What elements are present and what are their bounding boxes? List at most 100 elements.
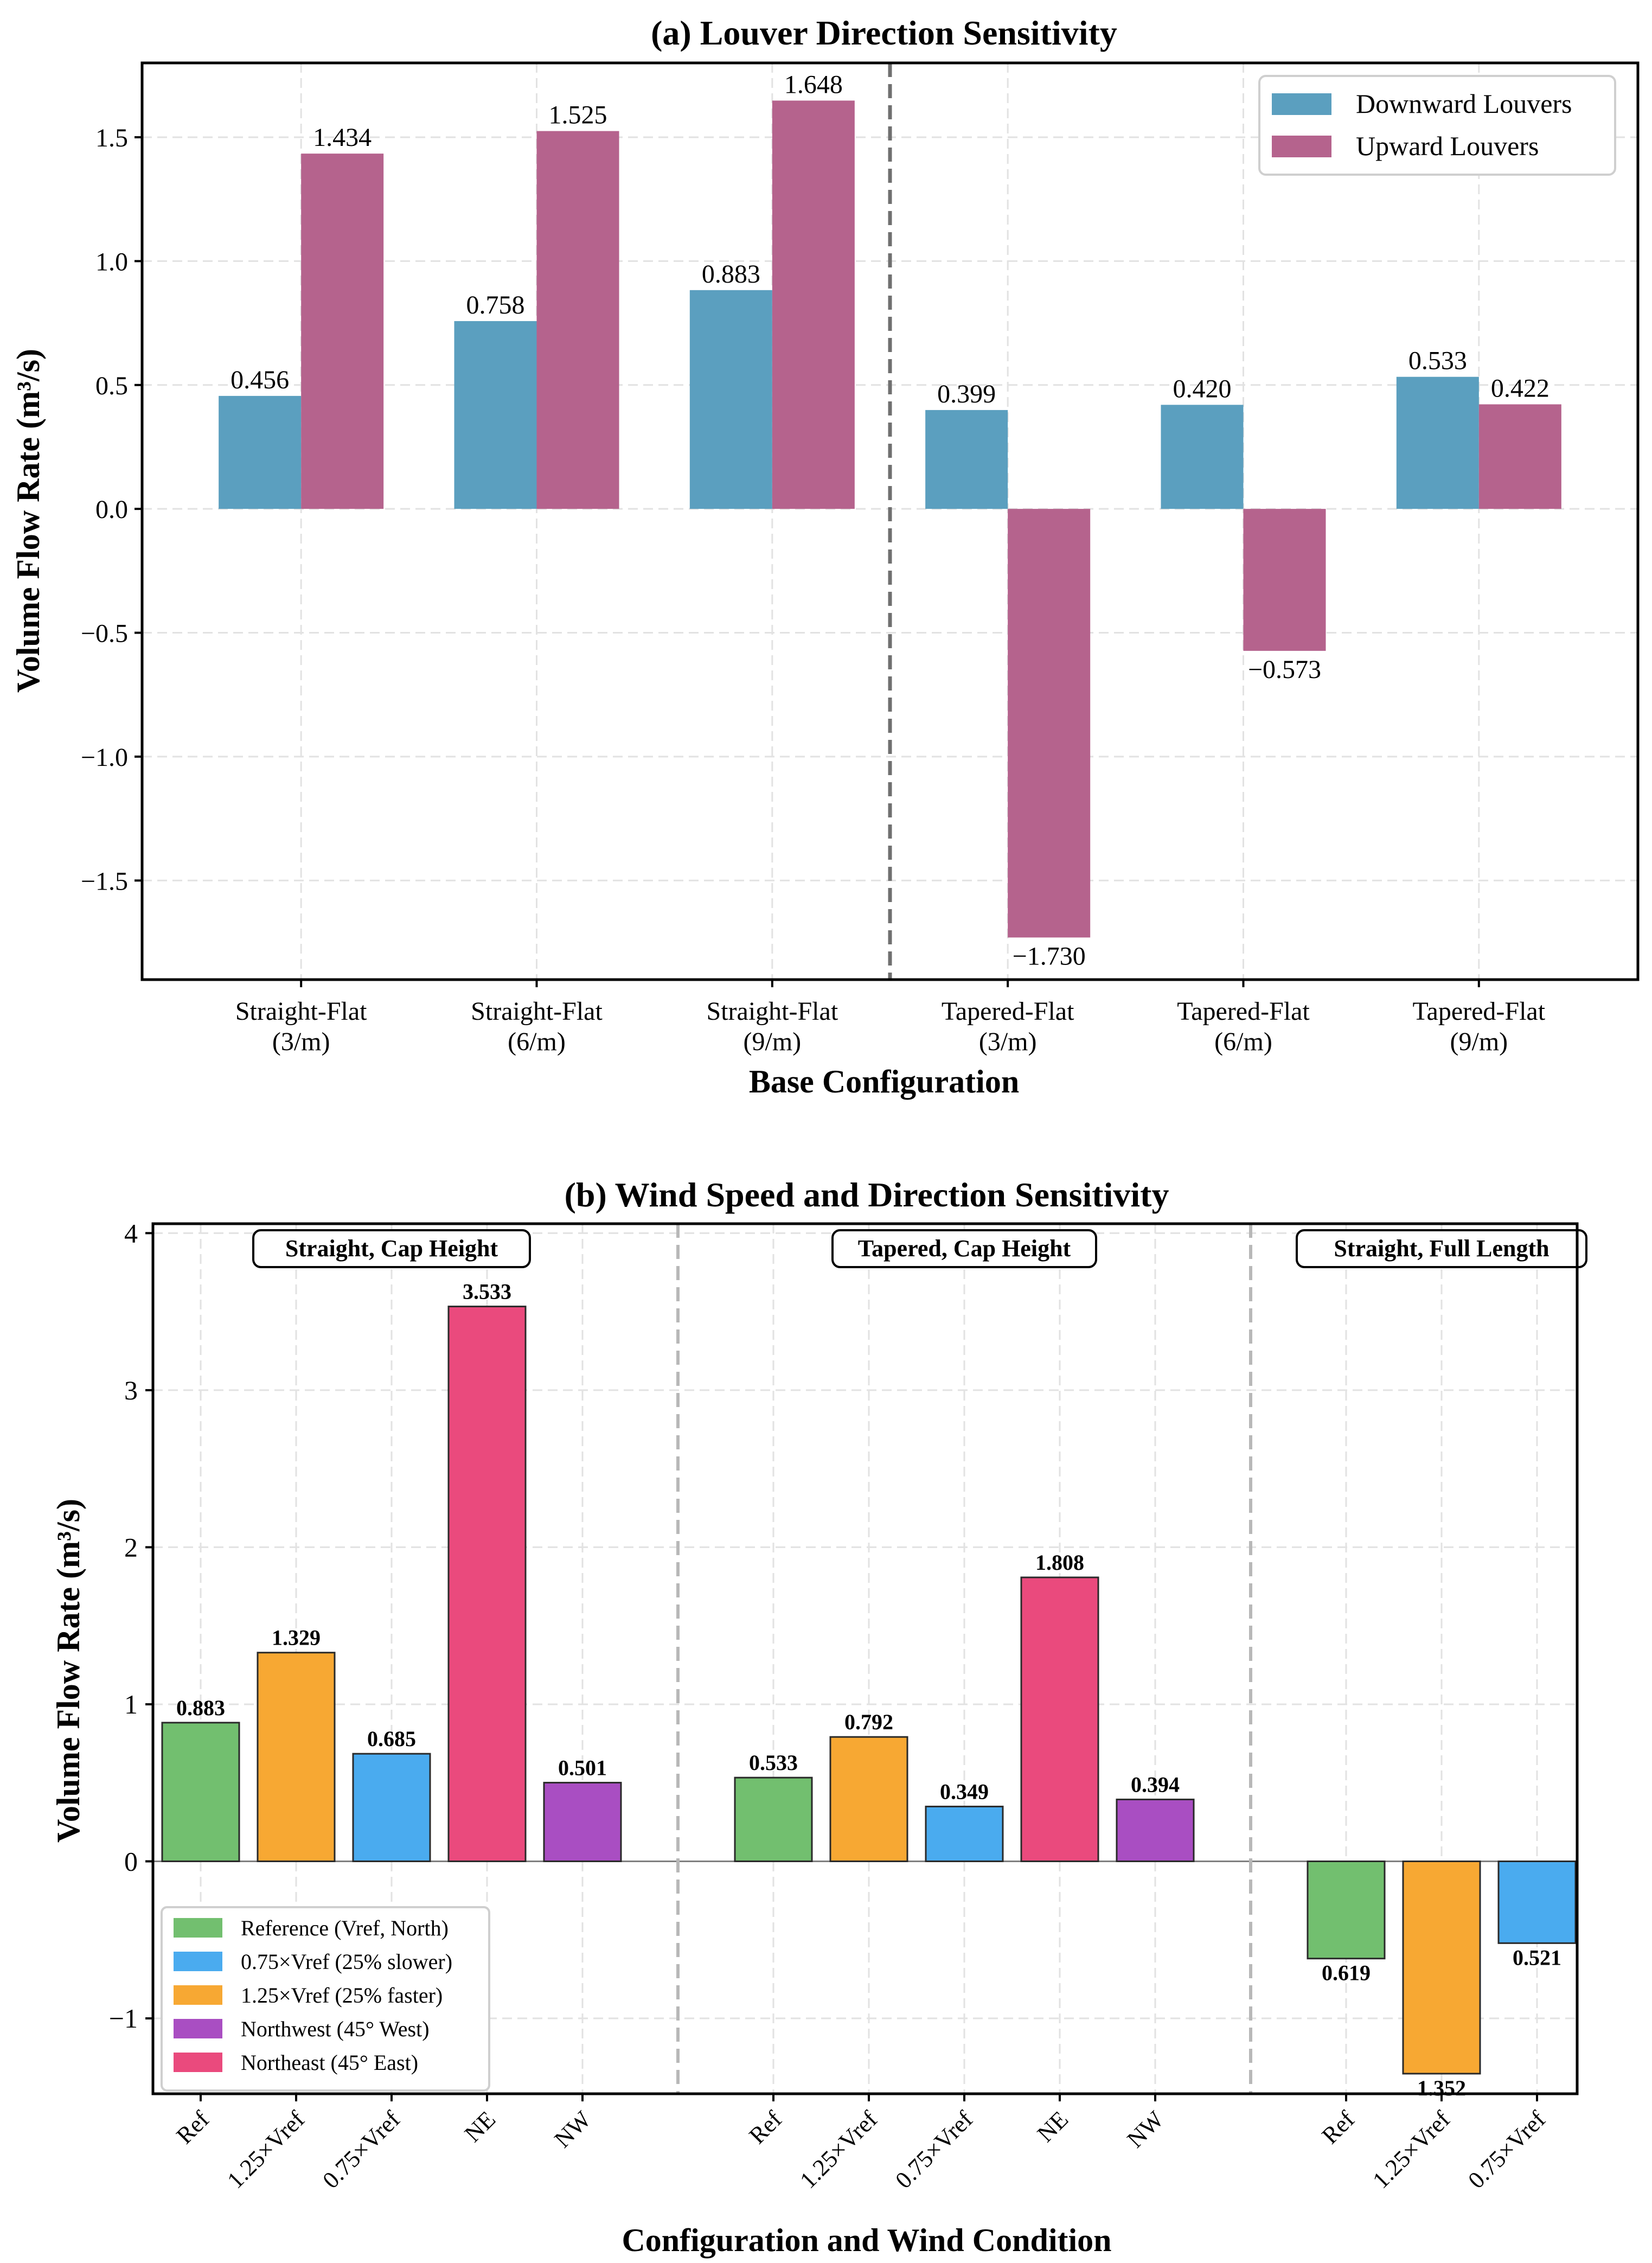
data-label: 0.394 [1131,1772,1180,1797]
data-label: 1.648 [784,70,843,99]
chart-a-x-ticks: Straight-Flat(3/m)Straight-Flat(6/m)Stra… [235,980,1546,1056]
data-label: 1.808 [1035,1550,1084,1575]
chart-b-legend: Reference (Vref, North) 0.75×Vref (25% sl… [161,1906,490,2092]
bar-downward [689,290,772,509]
bar-0.75×Vref [925,1805,1004,1862]
data-label: 0.883 [702,260,760,289]
x-tick-label: (6/m) [1214,1027,1272,1056]
data-label: 1.434 [313,123,372,152]
chart-b: (b) Wind Speed and Direction Sensitivity… [50,1175,1587,2258]
chart-b-frame [151,1222,1579,2095]
group-label-box [831,1229,1097,1268]
bar-downward [1161,405,1244,509]
y-tick-label: 0 [124,1846,138,1876]
legend-swatch-upward [1272,136,1331,157]
bar-NW [1116,1798,1195,1862]
x-tick-label: Straight-Flat [235,997,367,1026]
bar-downward [925,410,1008,509]
chart-a-legend-box [1258,75,1616,176]
chart-a-bars [219,100,1561,938]
x-tick-label: Tapered-Flat [1177,997,1310,1026]
chart-b-group-labels: Straight, Cap Height Tapered, Cap Height S… [252,1229,1587,1268]
chart-a-data-labels: 0.456 0.758 0.883 0.399 0.420 0.533 1.434 1.525… [230,70,1549,970]
legend-label: 0.75×Vref (25% slower) [241,1949,452,1974]
data-label: 1.329 [272,1626,321,1650]
data-label: 3.533 [463,1280,511,1304]
data-label: 0.422 [1491,374,1549,402]
bar-1.25×Vref [1402,1860,1481,2075]
chart-b-data-labels: 0.883 1.329 0.685 3.533 0.501 0.533 0.792 0.349… [176,1280,1561,2100]
data-label: 0.883 [176,1696,225,1720]
bar-upward [772,100,855,509]
group-label: Straight, Cap Height [285,1235,498,1262]
x-tick-label: (3/m) [272,1027,330,1056]
y-tick-label: 2 [124,1532,138,1562]
chart-a-frame [140,61,1640,981]
data-label: 0.501 [558,1755,607,1780]
group-label-box [252,1229,531,1268]
chart-b-y-label: Volume Flow Rate (m³/s) [50,1499,86,1843]
data-label: 0.349 [940,1779,989,1804]
chart-a: (a) Louver Direction Sensitivity 0.4560.… [10,14,1640,1099]
bar-upward [1243,509,1326,651]
bar-downward [454,321,537,509]
y-tick-label: 4 [124,1218,138,1248]
legend-label-upward: Upward Louvers [1356,131,1539,161]
chart-b-y-ticks: −1 0 1 2 3 4 [109,1218,153,2034]
chart-b-legend-box [161,1906,490,2092]
chart-a-legend: Downward Louvers Upward Louvers [1258,75,1616,176]
group-label-box [1296,1229,1587,1268]
bar-0.75×Vref [352,1753,431,1862]
bar-Ref [734,1776,813,1862]
bar-1.25×Vref [257,1652,336,1862]
bar-upward [301,154,384,509]
y-tick-label: −1.5 [81,867,128,896]
chart-b-dividers [676,1224,1252,2094]
legend-label-downward: Downward Louvers [1356,88,1572,119]
chart-b-title: (b) Wind Speed and Direction Sensitivity [565,1175,1169,1214]
bar-NE [447,1306,527,1862]
x-tick-label: (9/m) [744,1027,802,1056]
y-tick-label: 1 [124,1689,138,1719]
y-tick-label: 3 [124,1375,138,1405]
bar-downward [1396,376,1479,509]
x-tick-label: (9/m) [1450,1027,1508,1056]
data-label: 0.758 [466,291,524,319]
y-tick-label: 1.5 [95,124,128,152]
legend-swatch [174,1918,222,1938]
data-label: 0.685 [367,1727,416,1751]
bar-1.25×Vref [829,1736,908,1862]
chart-b-x-label: Configuration and Wind Condition [622,2222,1111,2258]
chart-a-y-label: Volume Flow Rate (m³/s) [10,349,46,693]
legend-label: Reference (Vref, North) [241,1916,449,1940]
y-tick-label: 0.5 [95,372,128,400]
group-label: Tapered, Cap Height [858,1235,1071,1262]
x-tick-label: Straight-Flat [471,997,603,1026]
y-tick-label: −0.5 [81,619,128,648]
bar-Ref [1307,1860,1386,1960]
data-label: 0.420 [1173,374,1231,403]
bar-upward [1478,404,1561,509]
bar-0.75×Vref [1497,1860,1577,1944]
chart-a-x-label: Base Configuration [749,1064,1019,1099]
data-label: 0.533 [749,1750,798,1775]
legend-label: 1.25×Vref (25% faster) [241,1983,443,2008]
chart-a-title: (a) Louver Direction Sensitivity [651,14,1117,52]
legend-label: Northwest (45° West) [241,2017,430,2041]
y-tick-label: 0.0 [95,495,128,524]
x-tick-label: Tapered-Flat [942,997,1074,1026]
group-label: Straight, Full Length [1334,1235,1549,1262]
bar-downward [219,395,302,509]
bar-Ref [161,1722,240,1862]
data-label: 0.792 [844,1710,893,1734]
legend-swatch [174,2053,222,2072]
legend-swatch [174,2019,222,2038]
data-label: −0.573 [1248,655,1321,684]
data-label: 0.399 [937,380,996,408]
x-tick-label: (6/m) [508,1027,566,1056]
chart-a-y-ticks: −1.5 −1.0 −0.5 0.0 0.5 1.0 1.5 [81,124,142,896]
data-label: −1.730 [1013,942,1086,970]
data-label: 0.619 [1322,1961,1371,1985]
data-label: 1.525 [549,101,607,130]
